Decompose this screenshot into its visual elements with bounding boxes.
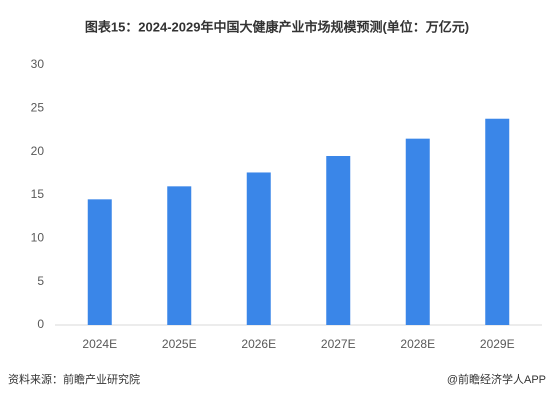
y-tick-label: 0 xyxy=(37,317,44,331)
x-tick-label: 2025E xyxy=(162,337,197,351)
y-tick-label: 15 xyxy=(31,187,45,201)
bar xyxy=(326,156,351,325)
source: 资料来源：前瞻产业研究院 xyxy=(8,372,140,386)
y-tick-label: 10 xyxy=(31,231,45,245)
bar xyxy=(405,138,430,325)
bar xyxy=(167,186,192,325)
x-tick-label: 2028E xyxy=(400,337,435,351)
y-tick-label: 20 xyxy=(31,144,45,158)
bar xyxy=(246,172,271,325)
bar xyxy=(485,118,510,325)
bar xyxy=(87,199,112,325)
chart-title: 图表15：2024-2029年中国大健康产业市场规模预测(单位：万亿元) xyxy=(85,19,469,34)
credit: @前瞻经济学人APP xyxy=(447,372,546,386)
y-tick-label: 25 xyxy=(31,101,45,115)
y-tick-label: 5 xyxy=(37,274,44,288)
x-tick-label: 2029E xyxy=(480,337,515,351)
y-tick-label: 30 xyxy=(31,57,45,71)
x-tick-label: 2024E xyxy=(82,337,117,351)
x-tick-label: 2026E xyxy=(241,337,276,351)
x-tick-label: 2027E xyxy=(321,337,356,351)
